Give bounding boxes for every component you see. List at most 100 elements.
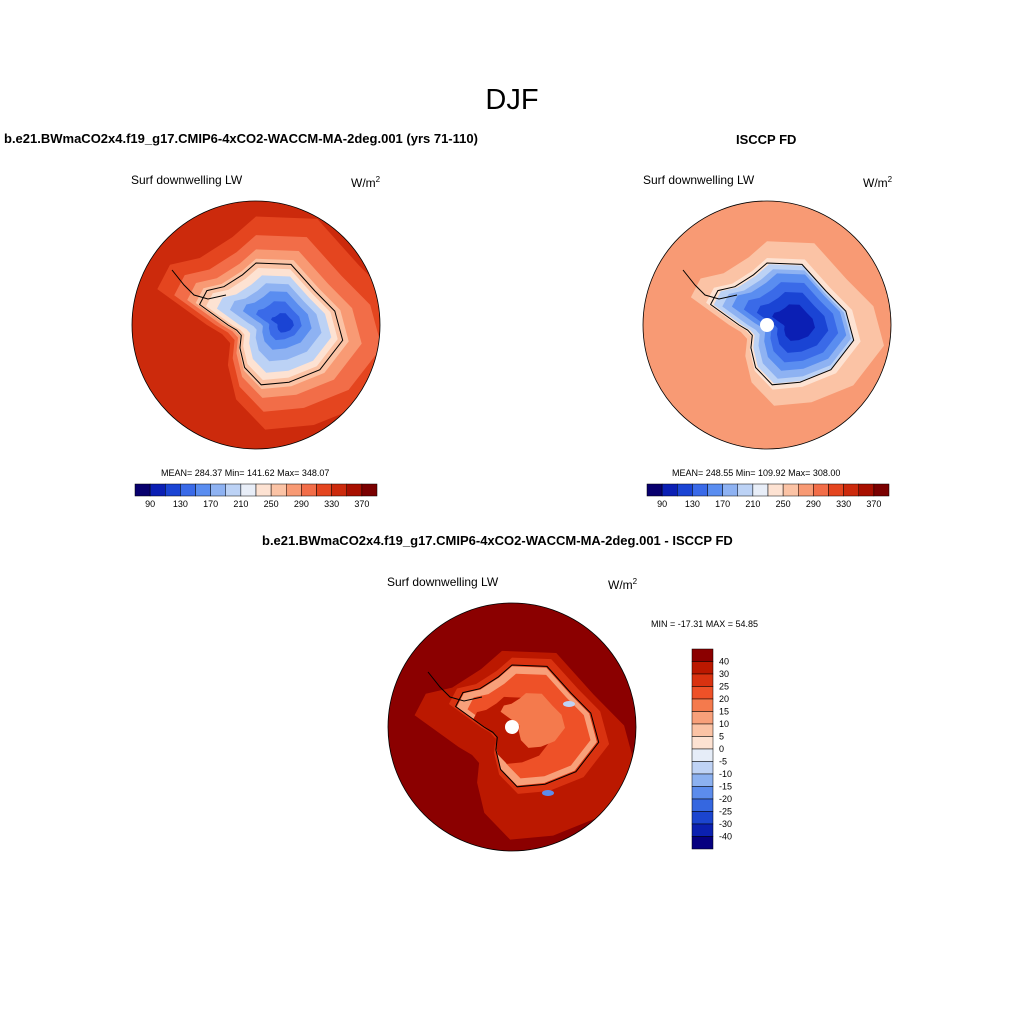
- colorbar-swatch: [722, 483, 738, 497]
- colorbar-tick-label: -30: [719, 819, 732, 829]
- colorbar-swatch: [180, 483, 196, 497]
- colorbar-swatch: [195, 483, 211, 497]
- map-boundary: [387, 602, 637, 852]
- colorbar-swatch: [843, 483, 859, 497]
- panel3-colorbar: 40 30 25 20 15 10 5 0 -5 -10 -15 -20 -25 -30 -40: [691, 648, 732, 850]
- colorbar-tick-label: -40: [719, 832, 732, 842]
- colorbar-tick-label: 330: [836, 499, 851, 509]
- colorbar-tick-label: 250: [264, 499, 279, 509]
- panel3-variable-label: Surf downwelling LW: [387, 575, 499, 589]
- colorbar-tick-label: -10: [719, 769, 732, 779]
- colorbar-tick-label: 30: [719, 669, 729, 679]
- colorbar-tick-label: 5: [719, 732, 724, 742]
- panel1-stats: MEAN= 284.37 Min= 141.62 Max= 348.07: [161, 468, 330, 478]
- colorbar-tick-label: 370: [866, 499, 881, 509]
- colorbar-swatch: [646, 483, 663, 497]
- panel3-map: [387, 602, 637, 852]
- colorbar-swatch: [316, 483, 332, 497]
- panel2-variable-label: Surf downwelling LW: [643, 173, 755, 187]
- colorbar-tick-label: -25: [719, 807, 732, 817]
- colorbar-tick-label: 210: [233, 499, 248, 509]
- colorbar-swatch: [361, 483, 378, 497]
- map-contour-band: [500, 693, 565, 748]
- colorbar-swatch: [707, 483, 723, 497]
- colorbar-swatch: [782, 483, 799, 497]
- panel1-map: [131, 200, 381, 450]
- colorbar-swatch: [225, 483, 242, 497]
- colorbar-tick-label: 290: [294, 499, 309, 509]
- colorbar-tick-label: 130: [685, 499, 700, 509]
- antarctic-peninsula-coastline: [427, 671, 483, 702]
- panel2-stats: MEAN= 248.55 Min= 109.92 Max= 308.00: [672, 468, 841, 478]
- colorbar-tick-label: 130: [173, 499, 188, 509]
- colorbar-swatch: [691, 786, 714, 800]
- colorbar-swatch: [858, 483, 875, 497]
- colorbar-tick-label: 90: [657, 499, 667, 509]
- colorbar-swatch: [255, 483, 272, 497]
- colorbar-tick-label: 15: [719, 707, 729, 717]
- panel2-map: [642, 200, 892, 450]
- figure-season-title: DJF: [485, 84, 539, 116]
- antarctic-peninsula-coastline: [682, 269, 738, 300]
- colorbar-swatch: [661, 483, 678, 497]
- colorbar-swatch: [813, 483, 829, 497]
- colorbar-swatch: [798, 483, 814, 497]
- colorbar-swatch: [691, 673, 714, 687]
- antarctica-coastline: [198, 262, 344, 386]
- colorbar-swatch: [752, 483, 769, 497]
- colorbar-swatch: [691, 661, 714, 675]
- panel1-colorbar: 90 130 170 210 250 290 330 370: [134, 483, 378, 509]
- panel2-units-label: W/m2: [863, 175, 893, 190]
- colorbar-swatch: [210, 483, 226, 497]
- colorbar-swatch: [691, 761, 714, 775]
- map-boundary: [131, 200, 381, 450]
- colorbar-tick-label: 370: [354, 499, 369, 509]
- colorbar-swatch: [691, 748, 714, 762]
- colorbar-swatch: [691, 836, 714, 850]
- colorbar-swatch: [346, 483, 363, 497]
- colorbar-swatch: [331, 483, 347, 497]
- panel2-colorbar: 90 130 170 210 250 290 330 370: [646, 483, 890, 509]
- panel3-units-label: W/m2: [608, 577, 638, 592]
- antarctica-coastline: [709, 262, 855, 386]
- missing-data-pole: [505, 720, 519, 734]
- map-contour-band: [271, 313, 294, 333]
- colorbar-tick-label: 250: [776, 499, 791, 509]
- colorbar-swatch: [691, 823, 714, 837]
- colorbar-tick-label: -20: [719, 794, 732, 804]
- colorbar-tick-label: 20: [719, 694, 729, 704]
- negative-anomaly-patch: [542, 790, 554, 796]
- map-boundary: [642, 200, 892, 450]
- colorbar-swatch: [692, 483, 708, 497]
- colorbar-tick-label: 170: [203, 499, 218, 509]
- colorbar-swatch: [691, 773, 714, 787]
- colorbar-tick-label: -15: [719, 782, 732, 792]
- colorbar-swatch: [240, 483, 257, 497]
- colorbar-swatch: [286, 483, 302, 497]
- panel1-variable-label: Surf downwelling LW: [131, 173, 243, 187]
- colorbar-swatch: [270, 483, 287, 497]
- colorbar-swatch: [677, 483, 693, 497]
- colorbar-swatch: [691, 811, 714, 825]
- colorbar-swatch: [149, 483, 166, 497]
- colorbar-swatch: [737, 483, 754, 497]
- colorbar-swatch: [165, 483, 181, 497]
- negative-anomaly-patch: [563, 701, 575, 707]
- colorbar-swatch: [691, 798, 714, 812]
- colorbar-swatch: [691, 723, 714, 737]
- antarctic-peninsula-coastline: [171, 269, 227, 300]
- colorbar-tick-label: 290: [806, 499, 821, 509]
- colorbar-swatch: [301, 483, 317, 497]
- colorbar-swatch: [691, 698, 714, 712]
- colorbar-tick-label: 0: [719, 744, 724, 754]
- colorbar-tick-label: 170: [715, 499, 730, 509]
- colorbar-swatch: [691, 711, 714, 725]
- colorbar-tick-label: 25: [719, 682, 729, 692]
- colorbar-swatch: [691, 648, 714, 662]
- colorbar-tick-label: 330: [324, 499, 339, 509]
- colorbar-swatch: [691, 686, 714, 700]
- panel3-title: b.e21.BWmaCO2x4.f19_g17.CMIP6-4xCO2-WACC…: [262, 533, 733, 548]
- panel1-units-label: W/m2: [351, 175, 381, 190]
- map-contour-band: [772, 304, 815, 341]
